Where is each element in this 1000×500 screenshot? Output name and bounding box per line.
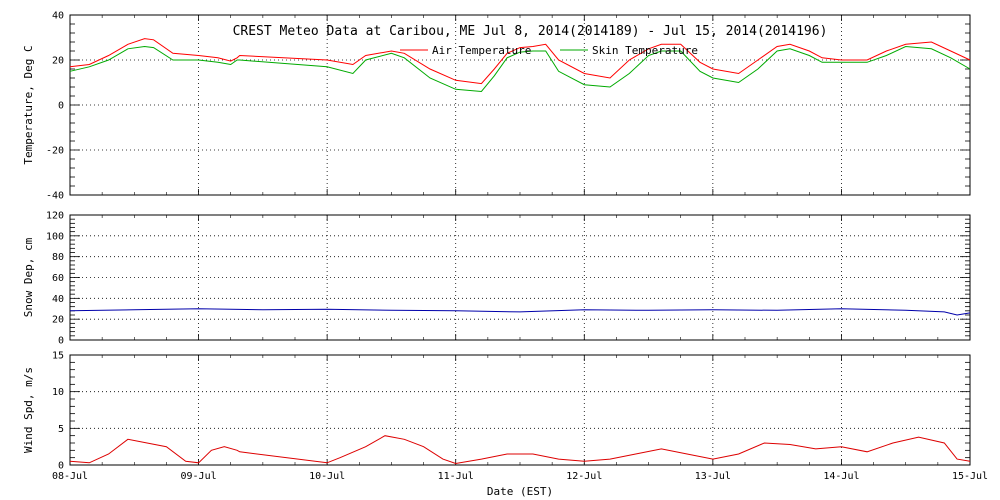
x-tick-label: 14-Jul (823, 471, 859, 482)
x-tick-label: 12-Jul (566, 471, 602, 482)
y-tick-label: 0 (58, 461, 64, 472)
x-axis-label: Date (EST) (487, 485, 553, 498)
y-tick-label: 5 (58, 424, 64, 435)
y-axis-label: Temperature, Deg C (22, 45, 35, 164)
y-tick-label: 0 (58, 336, 64, 347)
y-tick-label: 120 (46, 211, 64, 222)
x-tick-label: 09-Jul (181, 471, 217, 482)
panel-temperature: -40 -20 0 20 40 Temperature, Deg C Air Tempera… (22, 11, 971, 202)
x-tick-label: 10-Jul (309, 471, 345, 482)
y-tick-label: 40 (52, 294, 64, 305)
y-tick-label: 60 (52, 273, 64, 284)
panels: -40 -20 0 20 40 Temperature, Deg C Air Tempera… (22, 11, 988, 483)
x-tick-label: 13-Jul (695, 471, 731, 482)
y-tick-label: 15 (52, 351, 64, 362)
x-tick-label: 15-Jul (952, 471, 988, 482)
y-tick-label: 20 (52, 315, 64, 326)
y-tick-label: 100 (46, 231, 64, 242)
panel-snow: 0 20 40 60 80 100 120 Snow Dep, cm (22, 211, 971, 347)
legend-label: Skin Temperature (592, 44, 698, 57)
y-tick-label: 20 (52, 56, 64, 67)
y-tick-label: 10 (52, 387, 64, 398)
y-tick-label: 40 (52, 11, 64, 22)
y-axis-label: Wind Spd, m/s (22, 367, 35, 453)
x-tick-label: 11-Jul (438, 471, 474, 482)
series-line-snow-0 (69, 308, 971, 316)
series-line-temperature-0 (69, 38, 971, 85)
legend-label: Air Temperature (432, 44, 531, 57)
plot-frame (69, 354, 971, 466)
panel-wind: 0 5 10 15 Wind Spd, m/s (22, 351, 971, 472)
y-tick-label: 80 (52, 252, 64, 263)
series-line-wind-0 (69, 435, 971, 465)
y-tick-label: -20 (46, 146, 64, 157)
y-tick-label: 0 (58, 101, 64, 112)
series-line-temperature-1 (69, 45, 971, 93)
y-tick-label: -40 (46, 191, 64, 202)
chart-title: CREST Meteo Data at Caribou, ME Jul 8, 2… (233, 24, 828, 39)
y-axis-label: Snow Dep, cm (22, 237, 35, 317)
x-tick-label: 08-Jul (52, 471, 88, 482)
